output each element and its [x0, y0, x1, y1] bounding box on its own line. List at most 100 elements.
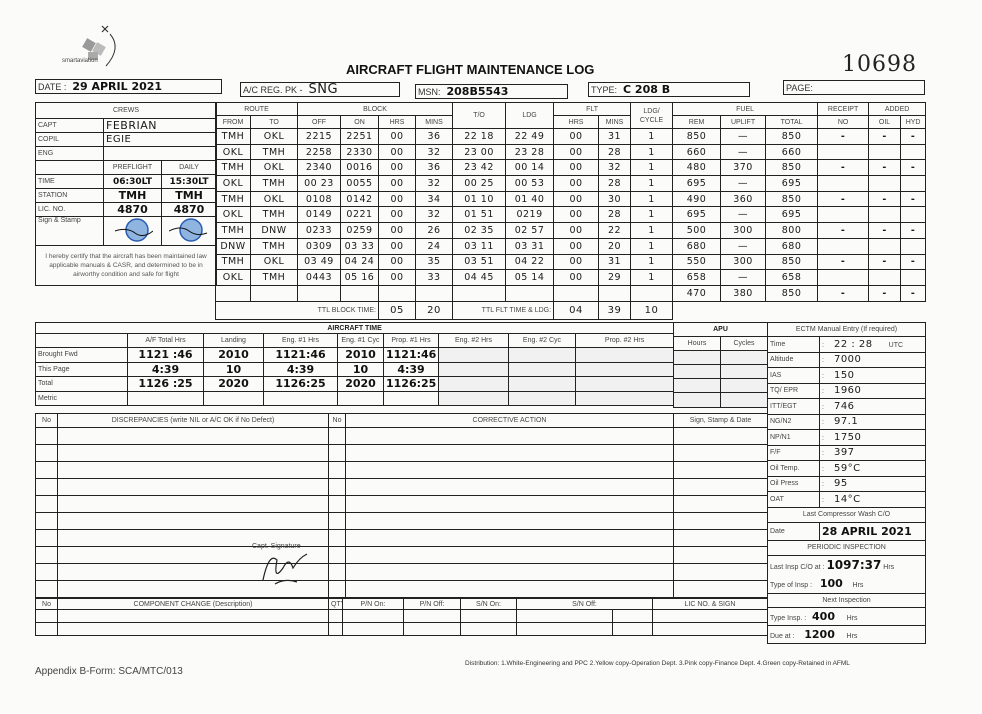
block-hrs-cell[interactable]: 00	[378, 253, 416, 271]
block-off-cell[interactable]: 0233	[297, 222, 341, 239]
fuel-total-cell[interactable]: 850	[765, 128, 819, 145]
discrepancy-cell[interactable]	[57, 512, 329, 530]
daily-time[interactable]: 15:30LT	[160, 174, 218, 189]
block-hrs-cell[interactable]: 00	[378, 143, 416, 161]
ldg-cycle-cell[interactable]	[630, 284, 674, 302]
action-no-cell[interactable]	[328, 444, 346, 462]
corrective-action-cell[interactable]	[345, 546, 674, 564]
sn-off-extra-cell[interactable]	[612, 609, 653, 623]
aircraft-time-cell[interactable]	[438, 390, 509, 406]
ectm-value-cell[interactable]: : 22 : 28 UTC	[819, 336, 926, 353]
flt-mins-cell[interactable]: 20	[598, 237, 632, 255]
block-hrs-cell[interactable]: 00	[378, 269, 416, 286]
block-off-cell[interactable]: 0108	[297, 190, 341, 208]
sign-stamp-date-cell[interactable]	[673, 580, 768, 598]
action-no-cell[interactable]	[328, 529, 346, 547]
action-no-cell[interactable]	[328, 563, 346, 581]
block-mins-cell[interactable]: 32	[414, 175, 454, 192]
next-type-value[interactable]: 400	[812, 609, 835, 623]
flt-hrs-cell[interactable]: 00	[553, 143, 600, 161]
pn-on-cell[interactable]	[342, 609, 404, 623]
block-mins-cell[interactable]: 26	[414, 222, 454, 239]
action-no-cell[interactable]	[328, 512, 346, 530]
apu-cycles-cell[interactable]	[720, 392, 768, 408]
action-no-cell[interactable]	[328, 461, 346, 479]
qty-cell[interactable]	[328, 622, 343, 636]
ttl-block-hrs[interactable]: 05	[378, 300, 416, 320]
due-at-value[interactable]: 1200	[804, 627, 835, 641]
ac-reg-field[interactable]: A/C REG. PK - SNG	[240, 82, 400, 97]
block-on-cell[interactable]: 0221	[340, 206, 379, 224]
aircraft-time-cell[interactable]	[508, 390, 576, 406]
disc-no-cell[interactable]	[35, 444, 58, 462]
disc-no-cell[interactable]	[35, 427, 58, 445]
ldg-cycle-cell[interactable]: 1	[630, 175, 674, 192]
ectm-value-cell[interactable]: : 397	[819, 444, 926, 461]
receipt-no-cell[interactable]	[817, 175, 870, 192]
ectm-value-cell[interactable]: : 746	[819, 398, 926, 415]
receipt-no-cell[interactable]	[817, 237, 870, 255]
block-on-cell[interactable]: 03 33	[340, 237, 379, 255]
block-off-cell[interactable]: 00 23	[297, 175, 341, 192]
flt-mins-cell[interactable]	[598, 284, 632, 302]
aircraft-time-cell[interactable]	[263, 390, 338, 406]
block-mins-cell[interactable]: 35	[414, 253, 454, 271]
last-insp-value[interactable]: 1097:37	[826, 558, 882, 573]
pn-on-cell[interactable]	[342, 622, 404, 636]
block-off-cell[interactable]: 2215	[297, 128, 341, 145]
sn-on-cell[interactable]	[460, 609, 517, 623]
fuel-rem-cell[interactable]: 500	[672, 222, 722, 239]
aircraft-time-cell[interactable]	[574, 347, 675, 363]
fuel-uplift-cell[interactable]: —	[720, 143, 767, 161]
hyd-added-cell[interactable]: -	[900, 284, 927, 302]
fuel-total-cell[interactable]: 850	[765, 159, 819, 177]
ldg-cycle-cell[interactable]: 1	[630, 190, 674, 208]
comp-no-cell[interactable]	[35, 609, 58, 623]
aircraft-time-cell[interactable]	[574, 390, 675, 406]
description-cell[interactable]	[57, 609, 329, 623]
hyd-added-cell[interactable]	[900, 143, 927, 161]
oil-added-cell[interactable]: -	[868, 128, 902, 145]
sign-stamp-date-cell[interactable]	[673, 461, 768, 479]
to-cell[interactable]: OKL	[250, 159, 298, 177]
fuel-rem-cell[interactable]: 658	[672, 269, 722, 286]
corrective-action-cell[interactable]	[345, 512, 674, 530]
landing-cell[interactable]	[505, 284, 555, 302]
type-insp-value[interactable]: 100	[819, 577, 843, 591]
fuel-total-cell[interactable]: 850	[765, 190, 819, 208]
pn-off-cell[interactable]	[403, 609, 461, 623]
corrective-action-cell[interactable]	[345, 529, 674, 547]
from-cell[interactable]: TMH	[215, 190, 251, 208]
sign-stamp-date-cell[interactable]	[673, 563, 768, 581]
block-off-cell[interactable]: 0443	[297, 269, 341, 286]
page-field[interactable]: PAGE:	[783, 80, 925, 95]
fuel-rem-cell[interactable]: 470	[672, 284, 722, 302]
flt-hrs-cell[interactable]: 00	[553, 222, 600, 239]
landing-cell[interactable]: 02 57	[505, 222, 555, 239]
sign-stamp-date-cell[interactable]	[673, 529, 768, 547]
block-mins-cell[interactable]: 36	[414, 128, 454, 145]
hyd-added-cell[interactable]: -	[900, 222, 927, 239]
takeoff-cell[interactable]: 04 45	[452, 269, 507, 286]
receipt-no-cell[interactable]: -	[817, 253, 870, 271]
flt-hrs-cell[interactable]: 00	[553, 128, 600, 145]
fuel-uplift-cell[interactable]: 360	[720, 190, 767, 208]
oil-added-cell[interactable]: -	[868, 190, 902, 208]
qty-cell[interactable]	[328, 609, 343, 623]
from-cell[interactable]: DNW	[215, 237, 251, 255]
aircraft-time-cell[interactable]	[508, 376, 576, 392]
aircraft-time-cell[interactable]: 1126:25	[263, 376, 338, 392]
receipt-no-cell[interactable]	[817, 206, 870, 224]
flt-mins-cell[interactable]: 28	[598, 206, 632, 224]
takeoff-cell[interactable]: 02 35	[452, 222, 507, 239]
ectm-value-cell[interactable]: : 7000	[819, 351, 926, 368]
aircraft-time-cell[interactable]	[203, 390, 264, 406]
fuel-uplift-cell[interactable]: —	[720, 269, 767, 286]
sign-stamp-date-cell[interactable]	[673, 512, 768, 530]
from-cell[interactable]: OKL	[215, 175, 251, 192]
block-on-cell[interactable]: 0142	[340, 190, 379, 208]
sn-off-cell[interactable]	[516, 622, 613, 636]
flt-mins-cell[interactable]: 30	[598, 190, 632, 208]
aircraft-time-cell[interactable]: 1126 :25	[127, 376, 204, 392]
aircraft-time-cell[interactable]	[574, 376, 675, 392]
